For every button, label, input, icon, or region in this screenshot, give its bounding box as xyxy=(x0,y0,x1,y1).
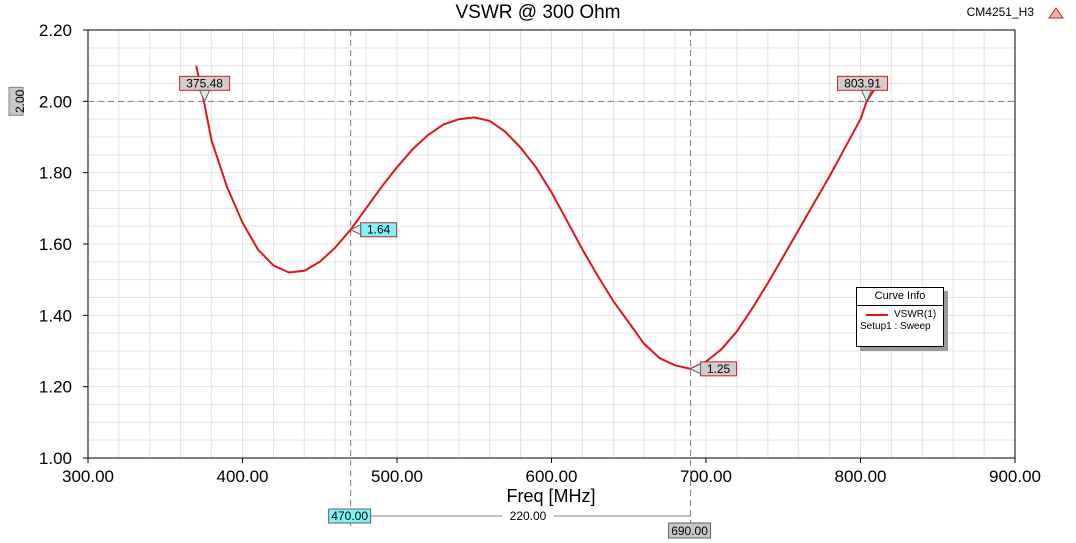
h-marker-tag xyxy=(8,86,24,116)
horizontal-marker[interactable]: 2.00 xyxy=(8,86,1015,116)
legend-entry-label: VSWR(1) xyxy=(894,309,937,320)
x-tick-label: 900.00 xyxy=(989,467,1041,486)
v-marker-tag xyxy=(328,508,372,524)
delta-label: 220.00 xyxy=(510,509,547,523)
y-tick-label: 1.20 xyxy=(39,378,72,397)
h-marker-label: 2.00 xyxy=(13,89,27,113)
data-marker-pointer xyxy=(689,363,702,375)
y-tick-label: 1.60 xyxy=(39,235,72,254)
project-name: CM4251_H3 xyxy=(967,5,1035,19)
legend-title: Curve Info xyxy=(857,288,943,306)
x-tick-label: 700.00 xyxy=(680,467,732,486)
legend-setup: Setup1 : Sweep xyxy=(860,321,931,332)
y-tick-label: 1.80 xyxy=(39,164,72,183)
v-marker-label: 690.00 xyxy=(671,524,708,538)
delta-bg xyxy=(502,509,554,523)
warning-triangle-icon[interactable] xyxy=(1048,7,1064,19)
x-tick-label: 300.00 xyxy=(62,467,114,486)
y-tick-label: 2.20 xyxy=(39,21,72,40)
x-axis-label: Freq [MHz] xyxy=(506,486,595,506)
data-marker-label: 803.91 xyxy=(844,76,881,90)
x-tick-label: 500.00 xyxy=(371,467,423,486)
grid xyxy=(88,30,1015,458)
data-marker-label: 1.25 xyxy=(707,362,731,376)
data-marker-pointer xyxy=(349,223,362,236)
series-line-vswr xyxy=(195,65,877,370)
vertical-markers[interactable]: 220.00 470.00 690.00 xyxy=(328,30,712,539)
data-marker-pointer xyxy=(860,89,873,103)
x-tick-label: 600.00 xyxy=(526,467,578,486)
axis-ticks: 300.00 400.00 500.00 600.00 700.00 800.00 900.… xyxy=(39,21,1041,486)
y-tick-label: 2.00 xyxy=(39,92,72,111)
y-tick-label: 1.40 xyxy=(39,306,72,325)
legend-swatch xyxy=(866,313,888,316)
x-tick-label: 400.00 xyxy=(217,467,269,486)
y-tick-label: 1.00 xyxy=(39,449,72,468)
v-marker-tag xyxy=(668,522,712,539)
v-marker-label: 470.00 xyxy=(331,509,368,523)
legend-entry: VSWR(1) xyxy=(857,306,943,320)
data-marker-label: 375.48 xyxy=(186,76,223,90)
curve-info-legend[interactable]: Curve Info VSWR(1) Setup1 : Sweep xyxy=(856,287,944,347)
data-marker-pointer xyxy=(198,89,211,103)
x-tick-label: 800.00 xyxy=(835,467,887,486)
chart-title: VSWR @ 300 Ohm xyxy=(456,2,621,23)
data-markers[interactable]: 375.48 1.64 1.25 803.91 xyxy=(179,75,889,377)
data-marker-label: 1.64 xyxy=(367,223,391,237)
